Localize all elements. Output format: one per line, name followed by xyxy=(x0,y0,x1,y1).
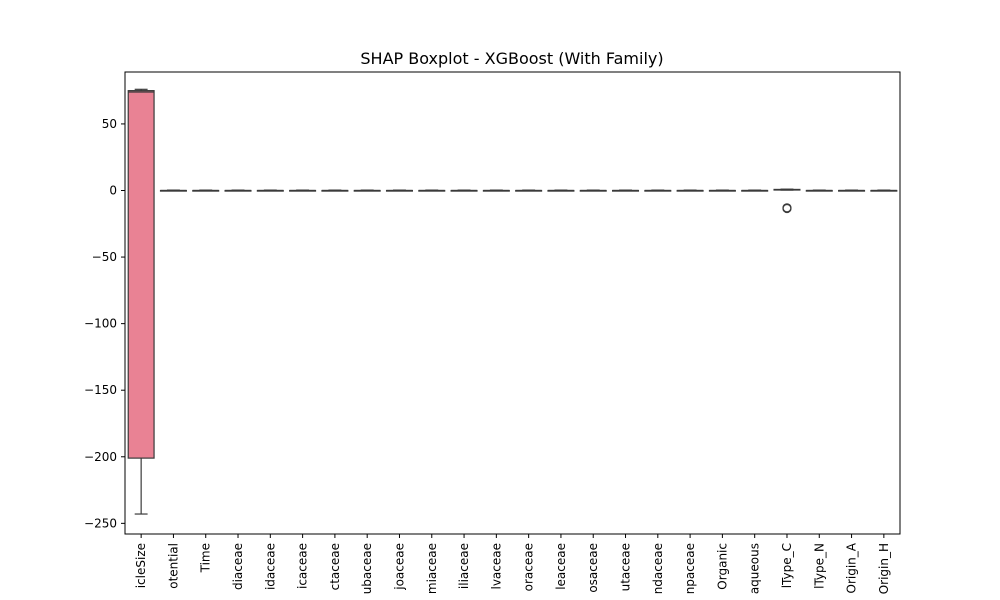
box-icaceae xyxy=(289,189,317,192)
x-axis: icleSize otential Time diaceae idaceae icacea… xyxy=(134,534,891,594)
y-tick-label: −150 xyxy=(84,383,117,397)
x-tick-label: Organic xyxy=(715,543,729,590)
box-lType_C xyxy=(773,188,801,214)
x-tick-label: lType_N xyxy=(812,543,826,589)
y-tick-label: 0 xyxy=(109,183,117,197)
x-tick-label: ndaceae xyxy=(651,543,665,594)
y-tick-label: −250 xyxy=(84,516,117,530)
x-tick-label: utaceae xyxy=(619,543,633,591)
box-ndaceae xyxy=(644,189,672,192)
box-aqueous xyxy=(741,189,769,192)
box-Organic xyxy=(708,189,736,192)
box-Time xyxy=(192,189,220,192)
box-series xyxy=(127,88,898,515)
box-npaceae xyxy=(676,189,704,192)
y-tick-label: −50 xyxy=(92,250,117,264)
y-tick-label: −200 xyxy=(84,450,117,464)
box-ctaceae xyxy=(321,189,349,192)
x-tick-label: miaceae xyxy=(425,543,439,594)
x-tick-label: aqueous xyxy=(748,543,762,594)
x-tick-label: ubaceae xyxy=(360,543,374,594)
x-tick-label: diaceae xyxy=(231,543,245,590)
x-tick-label: osaceae xyxy=(586,543,600,593)
y-tick-label: 50 xyxy=(102,117,117,131)
box-lvaceae xyxy=(482,189,510,192)
x-tick-label: oraceae xyxy=(522,543,536,591)
box-ubaceae xyxy=(353,189,381,192)
y-axis: 50 0 −50 −100 −150 −200 −250 xyxy=(84,117,125,530)
box-Origin_A xyxy=(838,189,866,192)
chart-title: SHAP Boxplot - XGBoost (With Family) xyxy=(360,49,663,68)
box-iliaceae xyxy=(450,189,478,192)
box-lType_N xyxy=(805,189,833,192)
x-tick-label: icleSize xyxy=(134,543,148,588)
x-tick-label: otential xyxy=(166,543,180,589)
x-tick-label: lvaceae xyxy=(489,543,503,590)
box-oraceae xyxy=(515,189,543,192)
x-tick-label: joaceae xyxy=(392,543,406,591)
x-tick-label: iliaceae xyxy=(457,543,471,589)
x-tick-label: idaceae xyxy=(263,543,277,590)
box-osaceae xyxy=(579,189,607,192)
x-tick-label: Origin_H xyxy=(877,543,891,594)
x-tick-label: Origin_A xyxy=(845,542,859,593)
box-icleSize xyxy=(127,88,155,515)
x-tick-label: Time xyxy=(199,543,213,573)
box-diaceae xyxy=(224,189,252,192)
x-tick-label: npaceae xyxy=(683,543,697,594)
plot-frame xyxy=(124,71,901,535)
x-tick-label: lType_C xyxy=(780,543,794,588)
box-leaceae xyxy=(547,189,575,192)
box-utaceae xyxy=(612,189,640,192)
x-tick-label: icaceae xyxy=(296,543,310,589)
box-group xyxy=(127,88,898,515)
box-idaceae xyxy=(256,189,284,192)
x-tick-label: leaceae xyxy=(554,543,568,590)
box-miaceae xyxy=(418,189,446,192)
box-otential xyxy=(159,189,187,192)
outlier-point xyxy=(782,203,792,213)
y-tick-label: −100 xyxy=(84,317,117,331)
box-joaceae xyxy=(385,189,413,192)
x-tick-label: ctaceae xyxy=(328,543,342,590)
box-iqr xyxy=(127,90,155,459)
box-Origin_H xyxy=(870,189,898,192)
